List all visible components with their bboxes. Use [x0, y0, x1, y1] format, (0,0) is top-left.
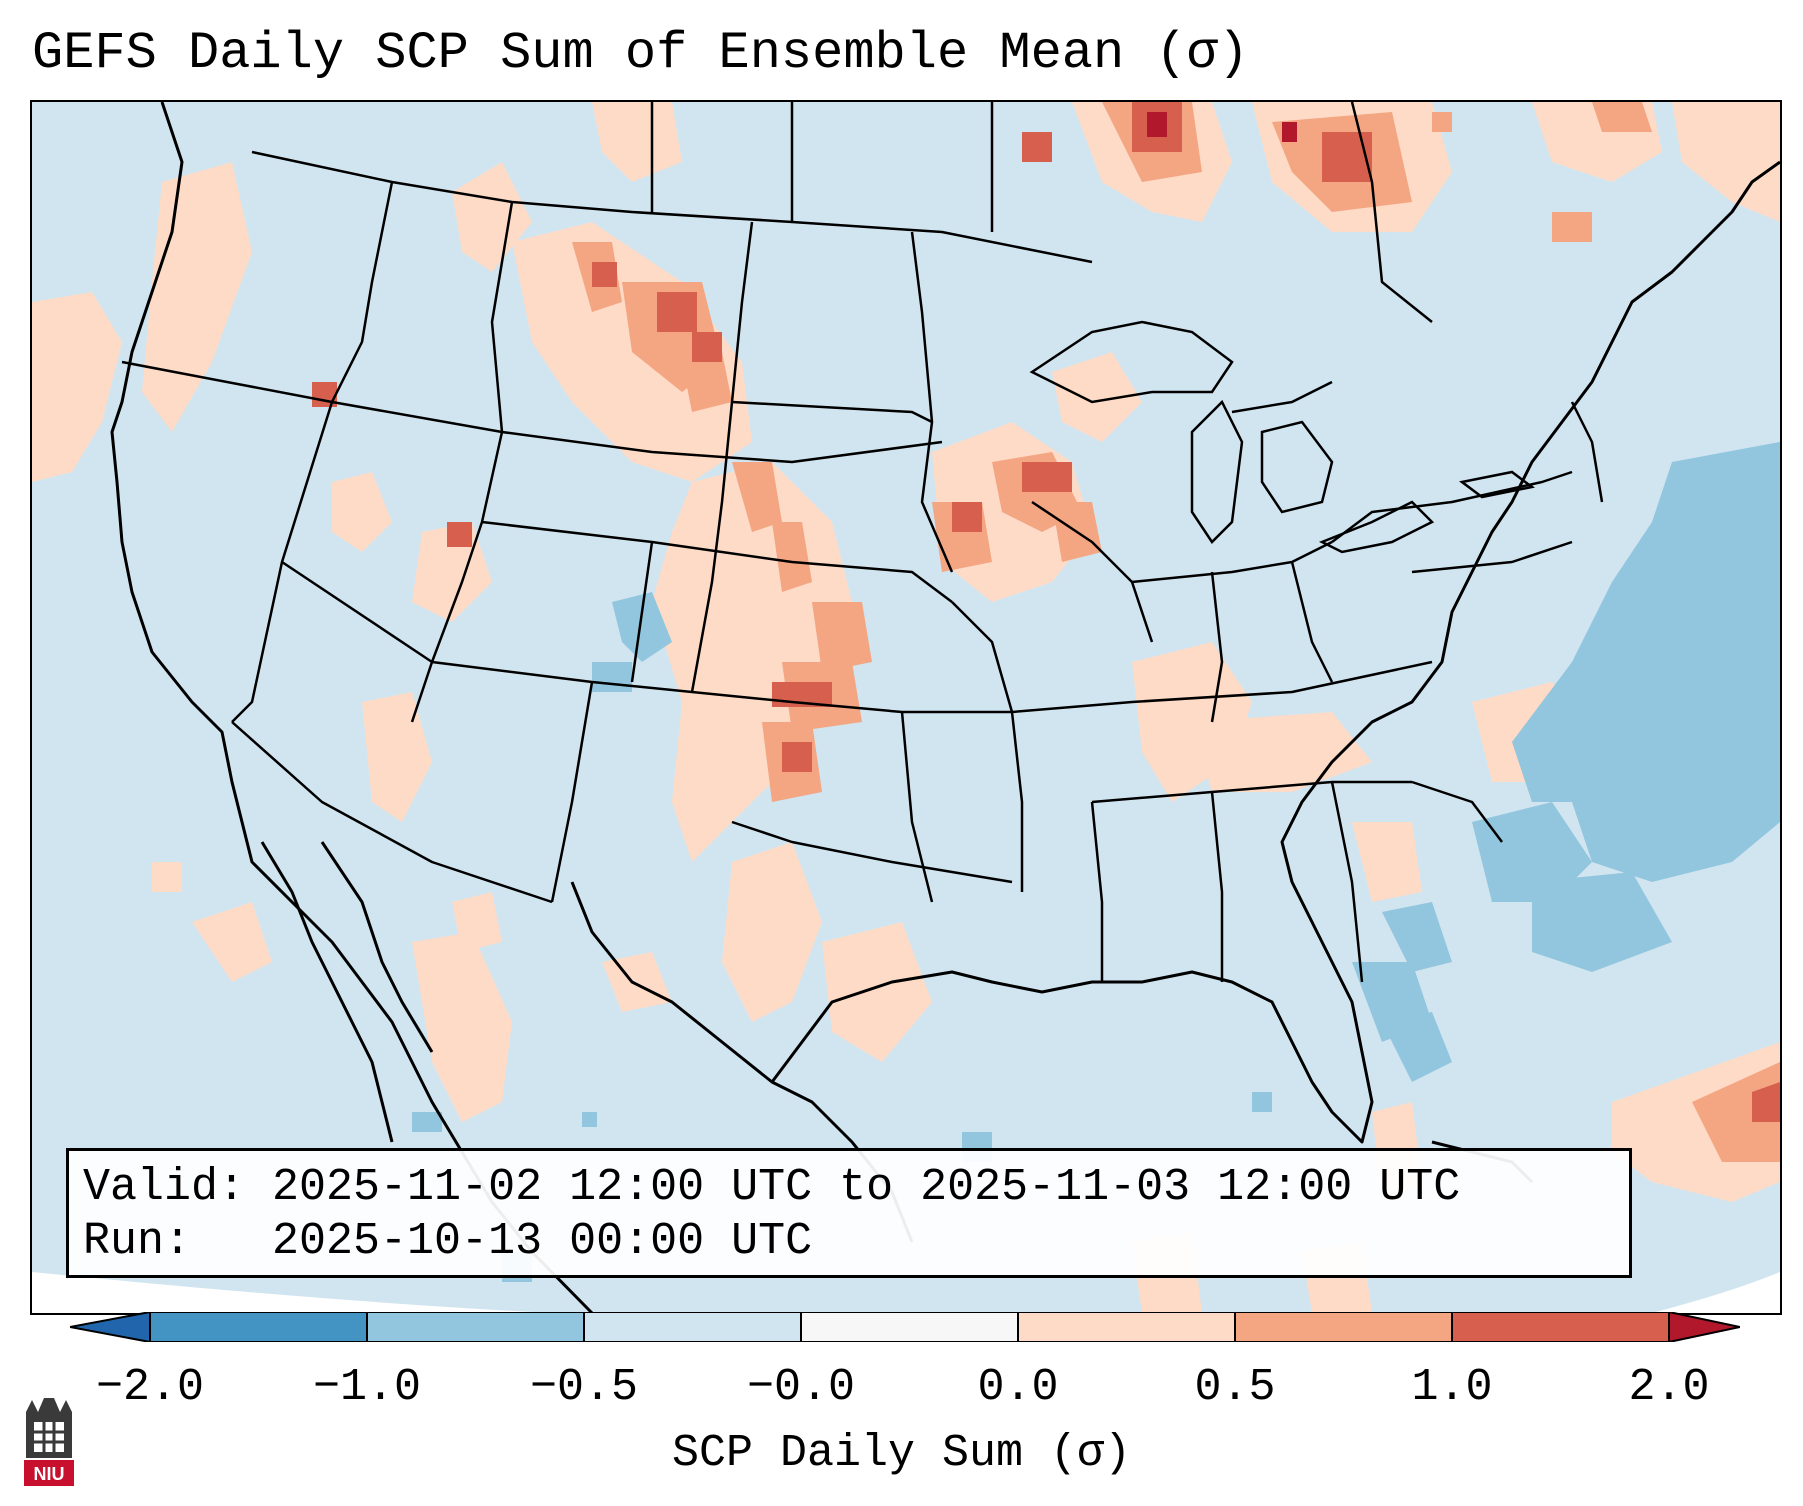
- colorbar-tick-label: −0.5: [529, 1362, 639, 1413]
- colorbar-bin-1-2: [1452, 1312, 1669, 1342]
- great-lakes: [1029, 320, 1535, 554]
- map-canvas: [32, 102, 1780, 1313]
- colorbar-bin-zero: [801, 1312, 1018, 1342]
- colorbar: [70, 1312, 1740, 1342]
- projection-edge: [32, 1272, 552, 1313]
- colorbar-tick-label: −2.0: [95, 1362, 205, 1413]
- colorbar-extend-low: [70, 1312, 150, 1342]
- colorbar-tick-label: 1.0: [1411, 1362, 1493, 1413]
- colorbar-bin-neg2-neg1: [150, 1312, 367, 1342]
- colorbar-bin-neg05-0: [584, 1312, 801, 1342]
- colorbar-tick-label: 2.0: [1628, 1362, 1710, 1413]
- colorbar-bin-0-05: [1018, 1312, 1235, 1342]
- valid-time-line: Valid: 2025-11-02 12:00 UTC to 2025-11-0…: [83, 1162, 1461, 1213]
- state-borders: [121, 102, 1604, 983]
- colorbar-tick-label: 0.0: [977, 1362, 1059, 1413]
- map-panel[interactable]: [30, 100, 1782, 1315]
- map-title: GEFS Daily SCP Sum of Ensemble Mean (σ): [32, 24, 1249, 83]
- colorbar-tick-label: −1.0: [312, 1362, 422, 1413]
- run-time-line: Run: 2025-10-13 00:00 UTC: [83, 1216, 813, 1267]
- projection-edge-right: [1652, 1272, 1780, 1313]
- colorbar-bin-neg1-neg05: [367, 1312, 584, 1342]
- colorbar-separators: [149, 1312, 1670, 1342]
- run-info-box: Valid: 2025-11-02 12:00 UTC to 2025-11-0…: [66, 1148, 1632, 1278]
- colorbar-tick-label: 0.5: [1194, 1362, 1276, 1413]
- niu-logo-icon: NIU: [24, 1398, 74, 1486]
- anomaly-positive-max: [1147, 112, 1297, 142]
- coastlines: [110, 102, 1780, 1313]
- colorbar-label: SCP Daily Sum (σ): [671, 1428, 1132, 1479]
- colorbar-extend-high: [1669, 1312, 1740, 1342]
- logo-text: NIU: [34, 1464, 65, 1484]
- colorbar-tick-label: −0.0: [746, 1362, 856, 1413]
- colorbar-bin-05-1: [1235, 1312, 1452, 1342]
